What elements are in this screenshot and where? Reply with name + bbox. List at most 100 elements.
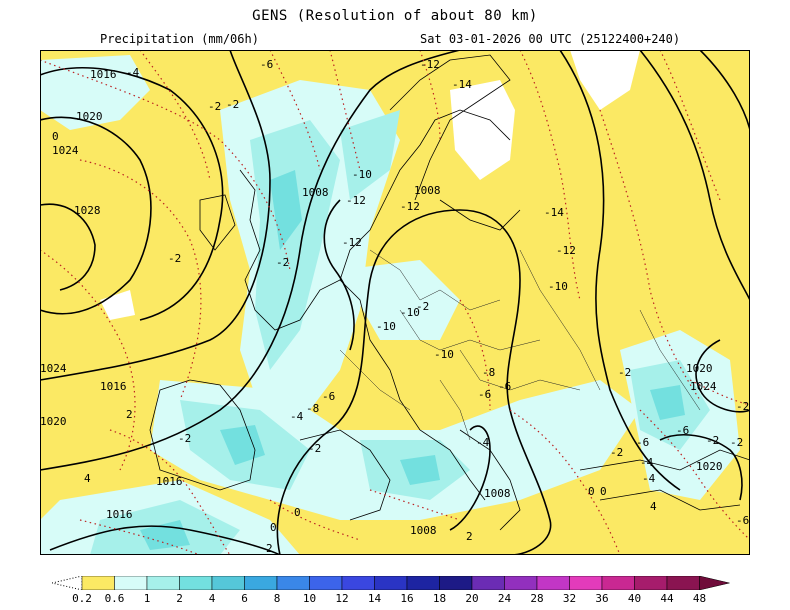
colorbar-cell [601,576,635,590]
colorbar-cell [81,576,115,590]
isobar-label: 1024 [40,362,67,375]
temp-label: -6 [636,436,649,449]
temp-label: -2 [618,366,631,379]
isobar-label: 1024 [52,144,79,157]
colorbar-tick-label: 16 [400,592,414,605]
temp-label: -2 [208,100,221,113]
colorbar-tick-label: 0.2 [72,592,92,605]
colorbar-cell [439,576,473,590]
colorbar-cell [146,576,180,590]
temp-label: -2 [730,436,743,449]
temp-label: -10 [434,348,454,361]
temp-label: -6 [322,390,335,403]
valid-time-label: Sat 03-01-2026 00 UTC (25122400+240) [420,32,681,46]
temp-label: -2 [610,446,623,459]
colorbar-tick-label: 10 [302,592,317,605]
colorbar-tick-label: 40 [627,592,642,605]
temp-label: -6 [736,514,749,527]
colorbar-cell [666,576,700,590]
weather-map: 1016 1020 1024 1028 1008 1008 1008 1016 … [40,50,750,555]
temp-label: -6 [676,424,689,437]
isobar-label: 1028 [74,204,101,217]
temp-label: -10 [548,280,568,293]
temp-label: 4 [84,472,91,485]
temp-label: -12 [556,244,576,257]
colorbar-cell [504,576,538,590]
isobar-labels: 1016 1020 1024 1028 1008 1008 1008 1016 … [40,68,723,537]
temp-label: 0 [294,506,301,519]
colorbar-cell [276,576,310,590]
map-title: GENS (Resolution of about 80 km) [252,8,538,24]
isobar-label: 1020 [76,110,103,123]
temp-label: -8 [482,366,495,379]
colorbar-tick-label: 0.6 [104,592,125,605]
isobar-label: 1020 [40,415,67,428]
temp-label: -2 [276,256,289,269]
temp-label: -8 [306,402,319,415]
colorbar-cell [179,576,213,590]
precip-zone-heavy [140,170,685,550]
colorbar-cell [406,576,440,590]
colorbar-tick-label: 44 [660,592,674,605]
temp-label: -12 [346,194,366,207]
temp-label: -4 [640,456,654,469]
temp-label: -12 [342,236,362,249]
isobar-label: 1016 [106,508,133,521]
temp-label: -4 [126,66,140,79]
isobar-label: 1020 [696,460,723,473]
colorbar-tick-label: 48 [692,592,707,605]
colorbar-cell [114,576,148,590]
isobar-label: 1008 [414,184,441,197]
temp-label: -2 [416,300,429,313]
isobars [40,50,750,555]
temp-label: -10 [400,306,420,319]
temp-label: 0 [600,485,607,498]
colorbar-tick-label: 18 [432,592,447,605]
isotherms [40,50,750,555]
temp-label: -2 [736,400,749,413]
temp-label: -4 [476,436,490,449]
colorbar-tick-label: 24 [497,592,512,605]
temp-label: -2 [168,252,181,265]
temp-label: -6 [498,380,511,393]
temp-label: -10 [352,168,372,181]
colorbar-tick-label: 32 [562,592,577,605]
colorbar-cell [569,576,603,590]
colorbar-tick-label: 8 [273,592,281,605]
temp-label: -12 [420,58,440,71]
temp-label: 4 [650,500,657,513]
temp-label: -2 [178,432,191,445]
colorbar-cell [211,576,245,590]
temp-label: -2 [706,434,719,447]
temp-label: -12 [400,200,420,213]
coastlines [149,54,750,531]
isobar-label: 1016 [100,380,127,393]
isobar-label: 1008 [410,524,437,537]
map-frame [40,50,750,555]
colorbar-cell [309,576,343,590]
isobar-label: 1008 [302,186,329,199]
isobar-label: 1024 [690,380,717,393]
precip-colorbar [52,576,730,590]
isobar-label: 1016 [156,475,183,488]
temp-label: -2 [308,442,321,455]
temp-label: 2 [466,530,473,543]
temp-label: -10 [376,320,396,333]
colorbar-tick-label: 1 [143,592,151,605]
borders [339,249,701,441]
colorbar-tick-label: 14 [367,592,382,605]
temp-label: -6 [260,58,273,71]
colorbar-tick-label: 12 [335,592,349,605]
variable-label: Precipitation (mm/06h) [100,32,259,46]
temp-label: -6 [478,388,491,401]
temp-label: -14 [452,78,472,91]
temperature-labels: -4 -6 -12 -14 -2 -10 -12 -12 -12 -14 -12… [52,58,749,555]
colorbar-cell [634,576,668,590]
temp-label: -4 [290,410,304,423]
colorbar-cell [341,576,375,590]
colorbar-tick-label: 4 [208,592,216,605]
colorbar-min-arrow [52,576,83,590]
colorbar-cell [536,576,570,590]
temp-label: -4 [642,472,656,485]
temp-label: -14 [544,206,564,219]
